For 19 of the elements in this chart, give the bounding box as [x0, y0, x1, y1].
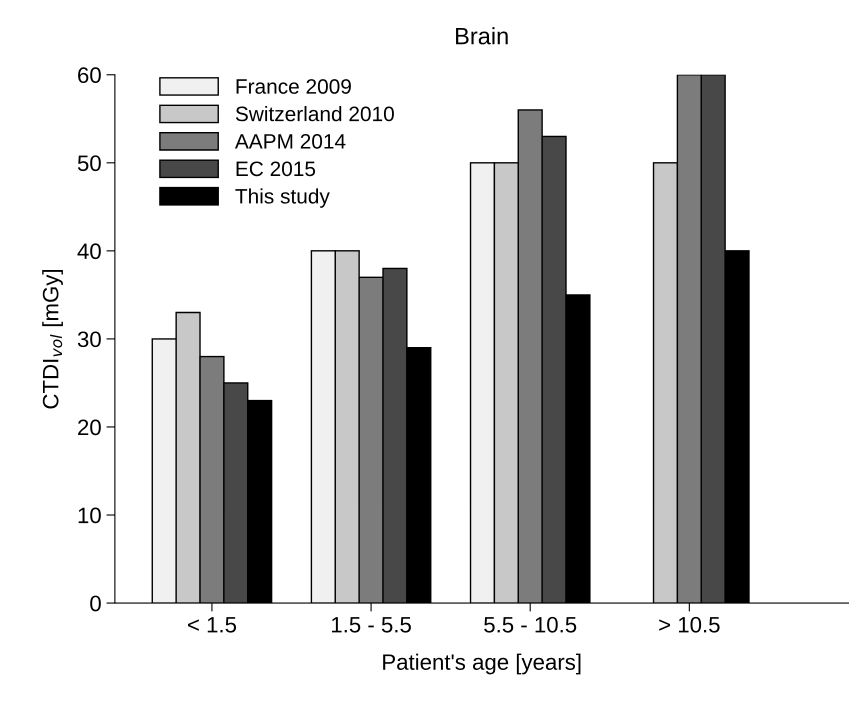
y-tick-label: 0 [90, 596, 101, 612]
legend-label: AAPM 2014 [234, 134, 346, 149]
x-axis-title: Patient's age [years] [383, 654, 580, 674]
x-tick-label: < 1.5 [188, 617, 236, 633]
legend-label: France 2009 [236, 79, 351, 94]
legend-label: EC 2015 [236, 161, 316, 176]
y-tick-label: 50 [78, 155, 101, 172]
x-tick-label: 5.5 - 10.5 [484, 616, 576, 633]
y-axis-title: CTDI$_{vol}$ [mGy] [42, 270, 63, 408]
y-tick-label: 40 [77, 243, 101, 260]
y-tick-label: 30 [78, 331, 101, 348]
y-tick-label: 60 [78, 67, 101, 84]
y-tick-label: 10 [78, 508, 101, 524]
y-tick-label: 20 [78, 419, 101, 436]
x-tick-label: 1.5 - 5.5 [332, 617, 411, 633]
legend-label: Switzerland 2010 [236, 106, 394, 122]
x-tick-label: > 10.5 [659, 616, 720, 633]
chart-title: Brain [456, 27, 508, 44]
legend-label: This study [235, 188, 330, 208]
